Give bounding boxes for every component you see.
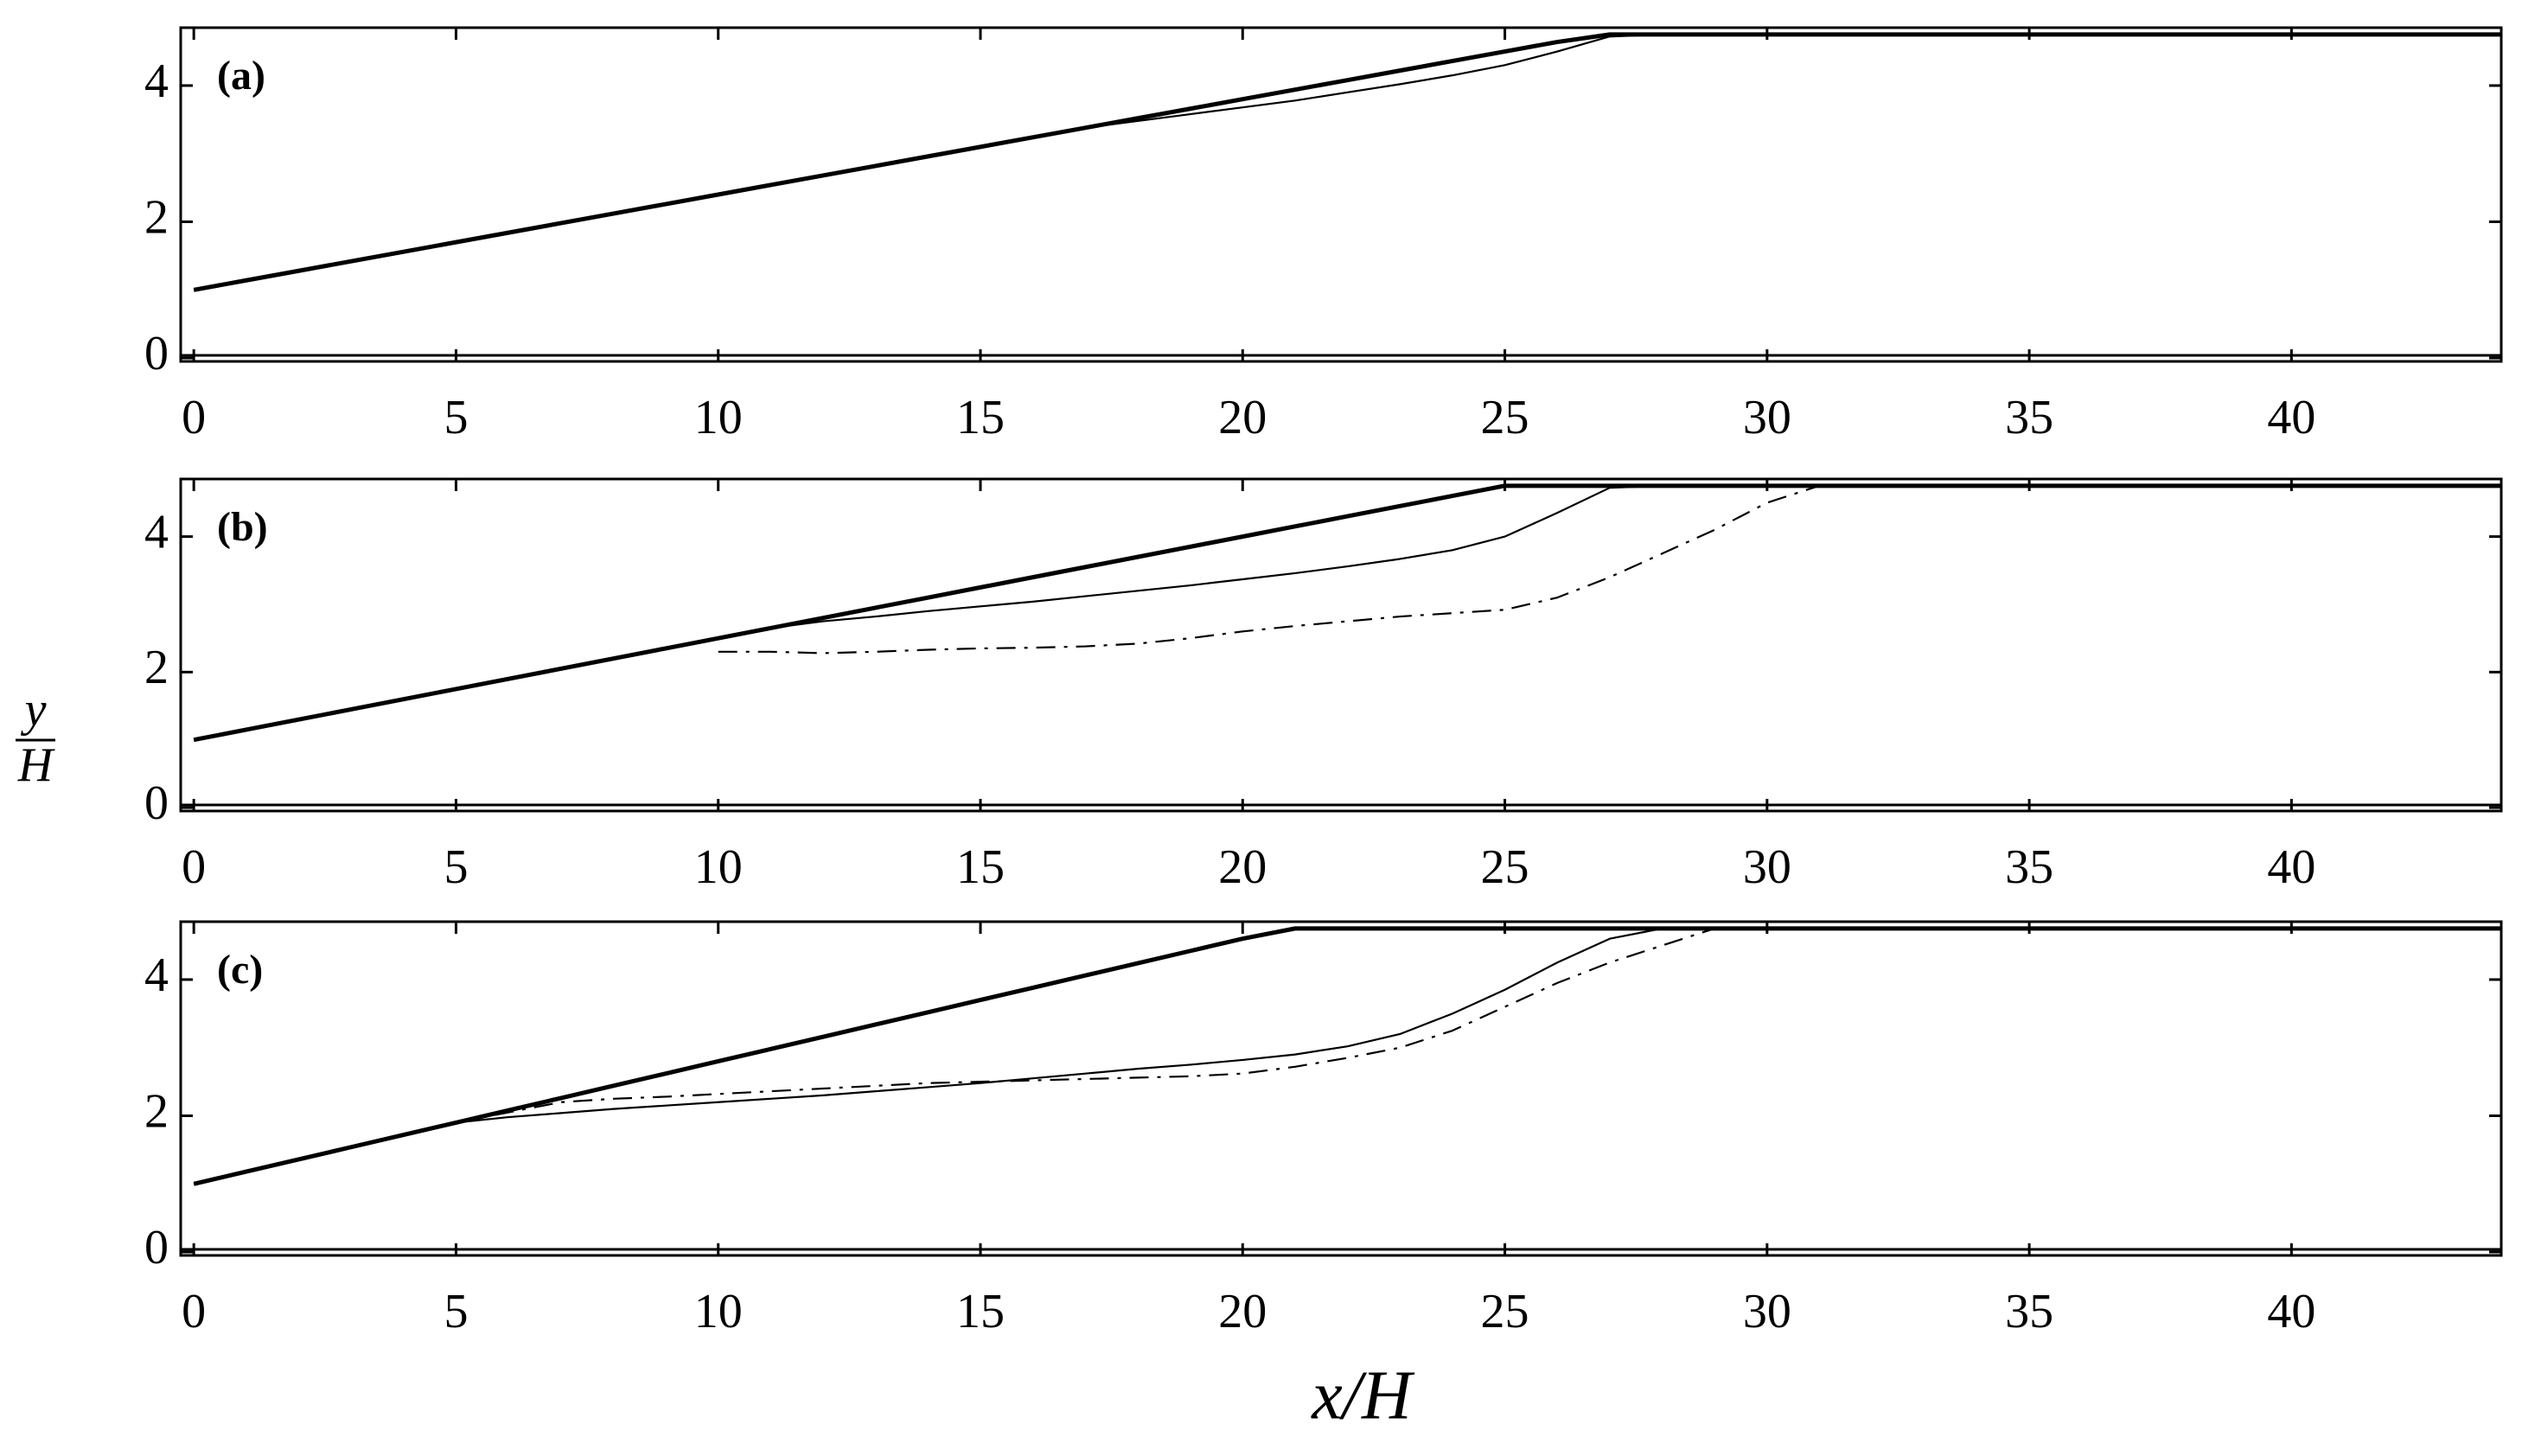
- y-tick-label: 4: [144, 948, 169, 1002]
- series-line: [193, 33, 2501, 291]
- x-tick-label: 35: [2005, 840, 2053, 894]
- plot-frame: [179, 477, 2503, 813]
- y-label-denominator: H: [17, 738, 55, 792]
- x-tick-label: 10: [694, 1285, 743, 1338]
- y-tick-label: 0: [144, 776, 169, 830]
- x-tick-label: 5: [444, 391, 468, 444]
- x-tick-label: 15: [956, 391, 1005, 444]
- x-tick-label: 10: [694, 840, 743, 894]
- y-label-numerator: y: [21, 683, 47, 737]
- panel-label: (b): [217, 504, 268, 550]
- x-tick-label: 20: [1218, 391, 1267, 444]
- series-line: [718, 484, 2501, 655]
- x-tick-label: 40: [2267, 391, 2315, 444]
- x-tick-label: 15: [956, 840, 1005, 894]
- x-tick-label: 20: [1218, 1285, 1267, 1338]
- panel-label: (a): [217, 53, 265, 99]
- x-tick-label: 30: [1743, 840, 1791, 894]
- x-tick-label: 15: [956, 1285, 1005, 1338]
- x-tick-label: 0: [182, 1285, 206, 1338]
- x-tick-label: 40: [2267, 840, 2315, 894]
- x-tick-label: 5: [444, 1285, 468, 1338]
- series-line: [193, 32, 2501, 292]
- panel-label: (c): [217, 947, 263, 993]
- x-tick-label: 30: [1743, 391, 1791, 444]
- x-tick-label: 25: [1481, 840, 1529, 894]
- y-tick-label: 2: [144, 1084, 169, 1138]
- y-tick-label: 2: [144, 190, 169, 244]
- plot-frame: [179, 920, 2503, 1257]
- x-tick-label: 20: [1218, 840, 1267, 894]
- plot-frame: [179, 26, 2503, 363]
- series-line: [456, 927, 2501, 1124]
- y-tick-label: 2: [144, 641, 169, 694]
- x-tick-label: 0: [182, 391, 206, 444]
- series-line: [193, 926, 2501, 1186]
- y-tick-label: 0: [144, 327, 169, 380]
- x-tick-label: 25: [1481, 1285, 1529, 1338]
- x-label: x/H: [1311, 1357, 1415, 1434]
- y-tick-label: 0: [144, 1221, 169, 1274]
- x-tick-label: 5: [444, 840, 468, 894]
- y-tick-label: 4: [144, 54, 169, 108]
- series-line: [193, 484, 2501, 741]
- x-tick-label: 35: [2005, 391, 2053, 444]
- series-line: [193, 483, 2501, 743]
- x-tick-label: 0: [182, 840, 206, 894]
- series-line: [193, 927, 2501, 1185]
- x-tick-label: 35: [2005, 1285, 2053, 1338]
- x-tick-label: 10: [694, 391, 743, 444]
- x-tick-label: 25: [1481, 391, 1529, 444]
- y-tick-label: 4: [144, 505, 169, 559]
- x-tick-label: 30: [1743, 1285, 1791, 1338]
- x-tick-label: 40: [2267, 1285, 2315, 1338]
